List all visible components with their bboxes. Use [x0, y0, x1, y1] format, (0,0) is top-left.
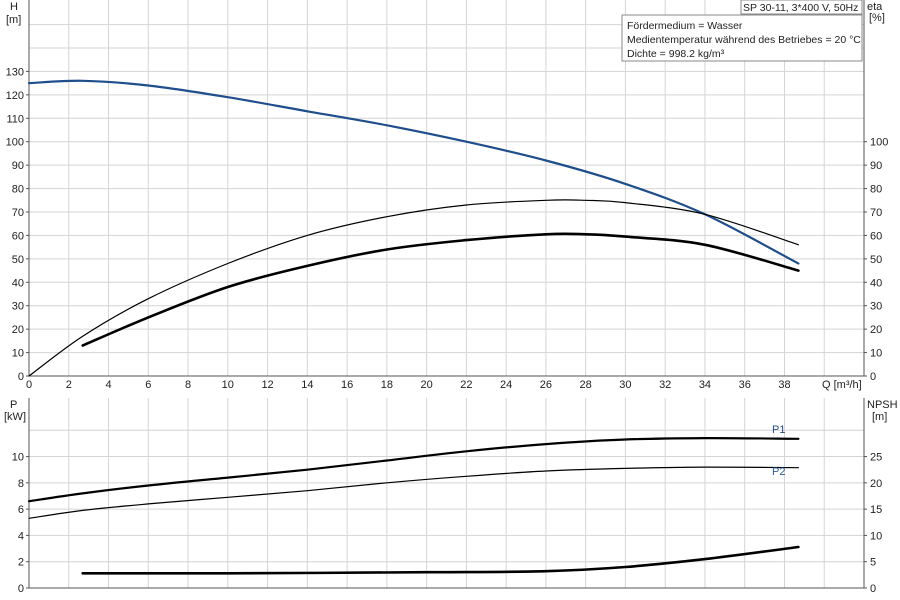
x-tick-label: 30 [619, 379, 631, 391]
x-tick-label: 8 [185, 379, 191, 391]
left-tick-label: 60 [12, 230, 24, 242]
x-tick-label: 14 [301, 379, 313, 391]
right-tick-label: 10 [870, 530, 882, 542]
upper-left-axis-label: H [10, 1, 18, 13]
left-tick-label: 0 [18, 371, 24, 383]
left-tick-label: 40 [12, 277, 24, 289]
right-tick-label: 25 [870, 452, 882, 464]
lower-grid [29, 398, 864, 588]
left-tick-label: 8 [18, 478, 24, 490]
curve-npsh [81, 545, 800, 575]
right-tick-label: 20 [870, 324, 882, 336]
p1-series-label: P1 [772, 424, 785, 436]
x-tick-label: 26 [540, 379, 552, 391]
right-tick-label: 40 [870, 277, 882, 289]
x-tick-label: 2 [66, 379, 72, 391]
x-tick-label: 10 [222, 379, 234, 391]
left-tick-label: 20 [12, 324, 24, 336]
right-tick-label: 60 [870, 230, 882, 242]
right-tick-label: 5 [870, 557, 876, 569]
right-tick-label: 100 [870, 137, 888, 149]
x-tick-label: 24 [500, 379, 512, 391]
left-tick-label: 100 [6, 137, 24, 149]
left-tick-label: 50 [12, 254, 24, 266]
right-tick-label: 70 [870, 207, 882, 219]
medium-info-line: Fördermedium = Wasser [627, 20, 743, 32]
left-tick-label: 90 [12, 160, 24, 172]
lower-left-axis-label: P [10, 399, 17, 411]
right-tick-label: 30 [870, 301, 882, 313]
pump-label-box: SP 30-11, 3*400 V, 50Hz [740, 0, 863, 15]
right-tick-label: 20 [870, 478, 882, 490]
right-tick-label: 0 [870, 583, 876, 595]
upper-right-axis-unit: [%] [869, 12, 885, 24]
pump-label: SP 30-11, 3*400 V, 50Hz [743, 2, 858, 14]
upper-grid [29, 0, 864, 376]
upper-left-axis-unit: [m] [6, 14, 21, 26]
right-tick-label: 10 [870, 348, 882, 360]
medium-info-box: Fördermedium = Wasser Medientemperatur w… [621, 14, 863, 62]
left-tick-label: 70 [12, 207, 24, 219]
medium-info-line: Dichte = 998.2 kg/m³ [627, 48, 725, 60]
right-tick-label: 90 [870, 160, 882, 172]
curve-p1 [27, 436, 800, 503]
x-tick-label: 16 [341, 379, 353, 391]
right-tick-label: 80 [870, 184, 882, 196]
lower-right-axis-unit: [m] [872, 411, 887, 423]
left-tick-label: 30 [12, 301, 24, 313]
x-axis-ticks: 0 2 4 6 8 10 12 14 16 18 20 22 24 26 28 30 32 34 36 38 [26, 379, 791, 391]
left-tick-label: 4 [18, 530, 24, 542]
lower-right-axis-label: NPSH [867, 399, 898, 411]
x-tick-label: 6 [145, 379, 151, 391]
right-tick-label: 0 [870, 371, 876, 383]
left-tick-label: 130 [6, 66, 24, 78]
x-tick-label: 38 [778, 379, 790, 391]
upper-right-ticks: 0 10 20 30 40 50 60 70 80 90 100 [864, 137, 888, 383]
medium-info-line: Medientemperatur während des Betriebes =… [627, 34, 861, 46]
left-tick-label: 10 [12, 452, 24, 464]
x-tick-label: 12 [261, 379, 273, 391]
curve-p2 [28, 466, 799, 519]
x-tick-label: 32 [659, 379, 671, 391]
curve-head [27, 79, 800, 265]
right-tick-label: 15 [870, 504, 882, 516]
lower-right-ticks: 0 5 10 15 20 25 [864, 452, 882, 595]
left-tick-label: 6 [18, 504, 24, 516]
curve-eta_thick [81, 232, 800, 347]
left-tick-label: 120 [6, 90, 24, 102]
lower-left-ticks: 0 2 4 6 8 10 [12, 452, 29, 595]
x-tick-label: 22 [460, 379, 472, 391]
upper-curves [27, 79, 800, 377]
x-tick-label: 18 [381, 379, 393, 391]
upper-left-ticks: 0 10 20 30 40 50 60 70 80 90 100 110 120 130 [6, 66, 29, 383]
right-tick-label: 50 [870, 254, 882, 266]
lower-axes [28, 398, 865, 589]
x-tick-label: 36 [739, 379, 751, 391]
left-tick-label: 2 [18, 557, 24, 569]
x-tick-label: 4 [105, 379, 111, 391]
upper-axes [28, 0, 865, 377]
lower-left-axis-unit: [kW] [4, 411, 26, 423]
x-tick-label: 20 [420, 379, 432, 391]
left-tick-label: 80 [12, 184, 24, 196]
x-tick-label: 34 [699, 379, 711, 391]
curve-eta_thin [28, 199, 799, 377]
left-tick-label: 0 [18, 583, 24, 595]
left-tick-label: 10 [12, 348, 24, 360]
x-tick-label: 0 [26, 379, 32, 391]
p2-series-label: P2 [772, 466, 785, 478]
lower-curves [27, 436, 800, 575]
x-axis-label: Q [m³/h] [822, 379, 862, 391]
left-tick-label: 110 [6, 113, 24, 125]
x-tick-label: 28 [580, 379, 592, 391]
upper-right-axis-label: eta [867, 1, 883, 13]
